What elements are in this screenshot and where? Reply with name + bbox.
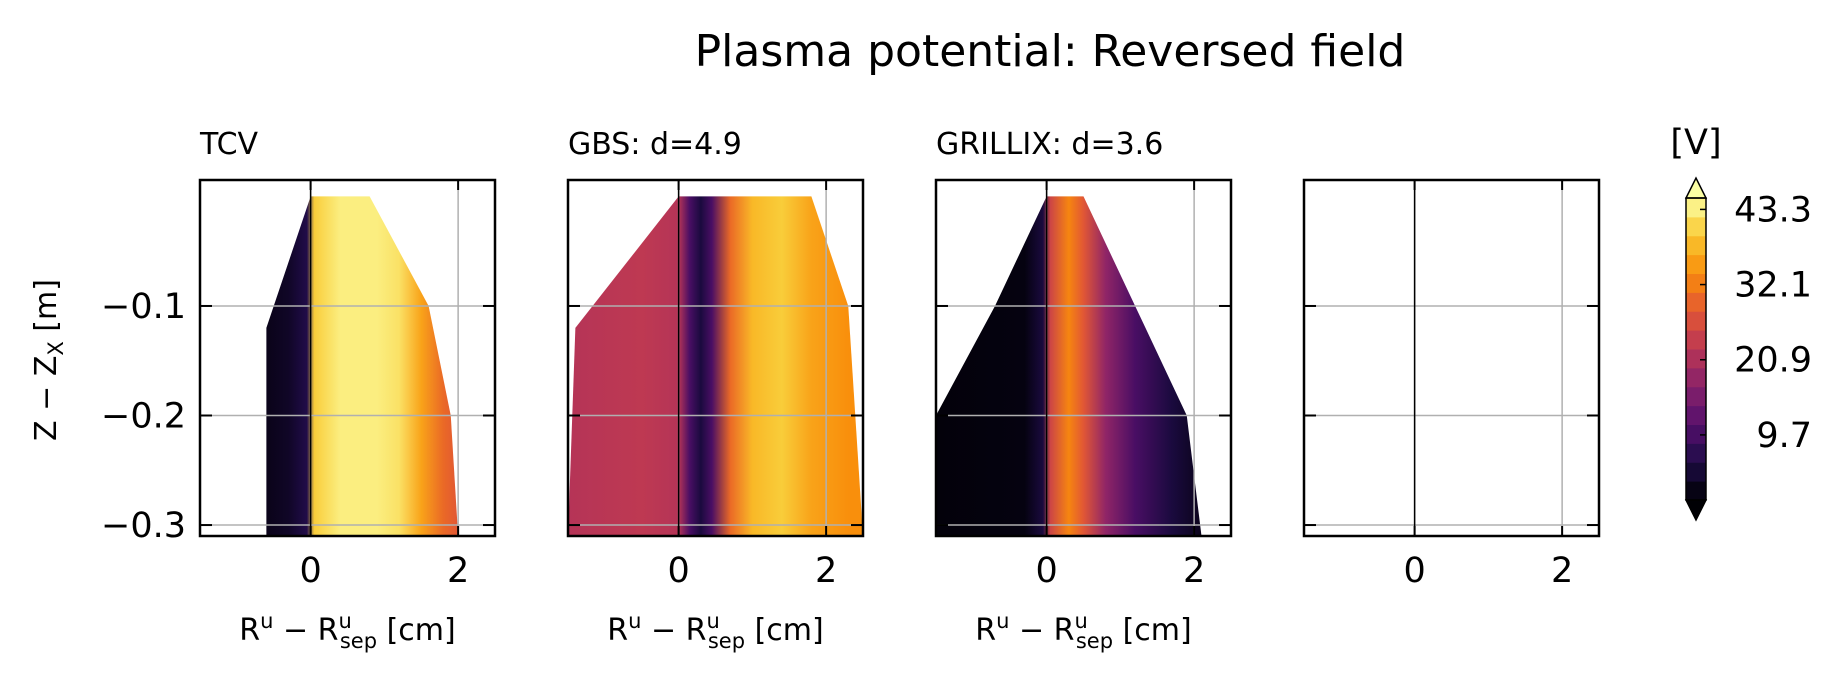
colorbar-segment <box>1686 462 1706 482</box>
panel-frame <box>934 178 1233 538</box>
potential-field-fill <box>936 196 1202 536</box>
colorbar-segment <box>1686 405 1706 425</box>
panel-frame <box>1302 178 1601 538</box>
y-tick-label: −0.1 <box>101 287 186 327</box>
x-tick-label: 2 <box>1551 551 1573 591</box>
colorbar-segment <box>1686 254 1706 274</box>
panel-title: GRILLIX: d=3.6 <box>936 127 1163 162</box>
colorbar-segment <box>1686 443 1706 463</box>
panel-title: TCV <box>199 127 259 162</box>
panel-frame <box>198 178 497 538</box>
colorbar-segment <box>1686 273 1706 293</box>
colorbar-tick-label: 9.7 <box>1756 416 1812 456</box>
colorbar-segment <box>1686 481 1706 501</box>
colorbar-frame <box>1685 197 1707 501</box>
colorbar-extend-min <box>1684 499 1708 522</box>
potential-field-fill <box>568 196 863 536</box>
colorbar-segment <box>1686 367 1706 388</box>
x-axis-label: Ru − Ru sep [cm] <box>239 609 455 653</box>
x-tick-label: 2 <box>447 551 469 591</box>
colorbar-segment <box>1686 311 1706 331</box>
colorbar-segment <box>1686 198 1706 218</box>
colorbar-segment <box>1686 424 1706 444</box>
x-tick-label: 2 <box>815 551 837 591</box>
panel-3: GRILLIX: d=3.6 0 2 Ru − Ru sep [cm] <box>934 127 1233 653</box>
colorbar-segment <box>1686 235 1706 256</box>
x-tick-label: 0 <box>1403 551 1425 591</box>
y-tick-label: −0.2 <box>101 397 186 437</box>
colorbar-segment <box>1686 292 1706 312</box>
figure-title: Plasma potential: Reversed field <box>695 26 1406 77</box>
x-tick-label: 2 <box>1183 551 1205 591</box>
colorbar: 43.3 32.1 20.9 9.7 <box>1684 176 1812 522</box>
colorbar-label: [V] <box>1670 123 1721 163</box>
colorbar-segment <box>1686 216 1706 237</box>
potential-field-fill <box>266 196 459 536</box>
colorbar-segment <box>1686 330 1706 350</box>
panel-1: TCV 0 2 −0.1 −0.2 −0.3 Ru − Ru sep [cm] <box>101 127 497 653</box>
x-tick-label: 0 <box>667 551 689 591</box>
x-tick-label: 0 <box>299 551 321 591</box>
panel-frame <box>566 178 865 538</box>
y-axis-label: Z − ZX [m] <box>29 279 68 441</box>
colorbar-segment <box>1686 349 1706 369</box>
colorbar-extend-max <box>1684 176 1708 199</box>
x-axis-label: Ru − Ru sep [cm] <box>975 609 1191 653</box>
colorbar-tick-label: 32.1 <box>1734 266 1812 306</box>
panel-title: GBS: d=4.9 <box>568 127 742 162</box>
x-axis-label: Ru − Ru sep [cm] <box>607 609 823 653</box>
colorbar-segment <box>1686 386 1706 407</box>
y-tick-label: −0.3 <box>101 506 186 546</box>
x-tick-label: 0 <box>1035 551 1057 591</box>
svg-text:Z − ZX [m]: Z − ZX [m] <box>29 279 68 441</box>
y-axis-label-subscript: X <box>44 341 68 355</box>
colorbar-tick-label: 43.3 <box>1734 190 1812 230</box>
colorbar-tick-label: 20.9 <box>1734 341 1812 381</box>
panel-2: GBS: d=4.9 0 2 Ru − Ru sep [cm] <box>566 127 865 653</box>
